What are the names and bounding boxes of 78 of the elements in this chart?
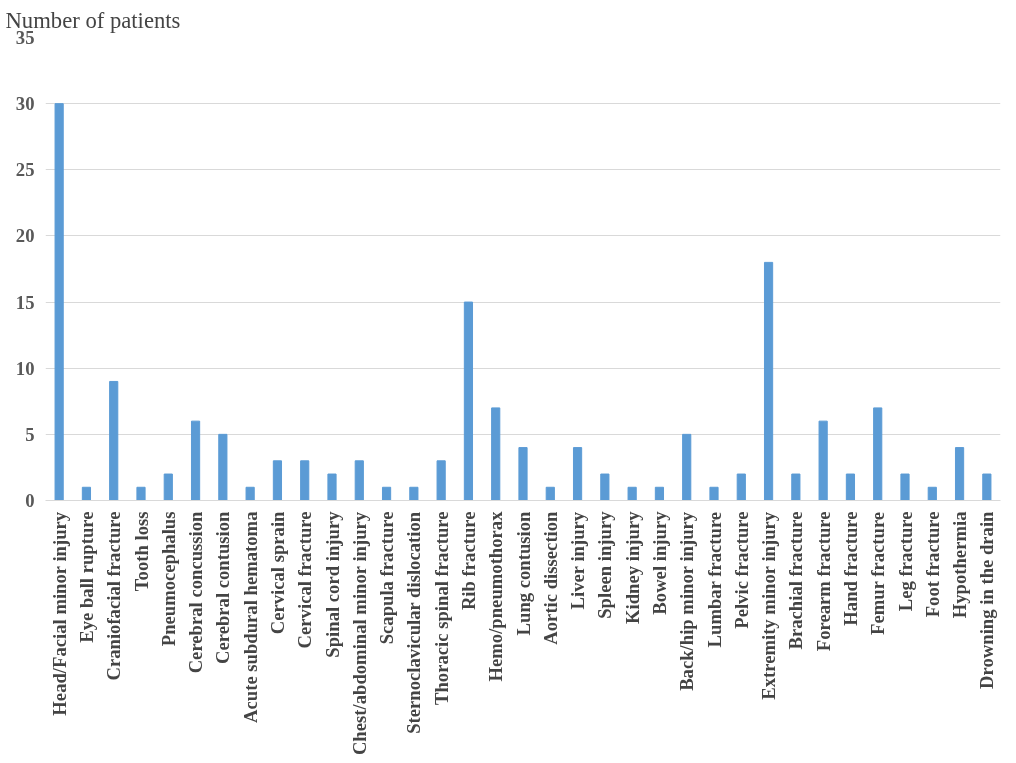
x-tick-label: Acute subdural hematoma (239, 510, 261, 723)
bar (654, 486, 665, 501)
x-tick-label: Cerebral contusion (212, 510, 234, 665)
bar (845, 473, 856, 501)
bar (600, 473, 610, 501)
bar (927, 486, 937, 501)
x-tick-label: Back/hip minor injury (676, 511, 698, 691)
bar (572, 447, 583, 501)
bar (463, 301, 474, 501)
x-tick-label: Kidney injury (621, 510, 643, 624)
x-tick-label: Eye ball rupture (75, 511, 97, 643)
bar (136, 486, 146, 501)
x-tick-label: Hypothermia (949, 510, 971, 619)
y-tick-label: 0 (25, 490, 35, 511)
bar (900, 473, 910, 501)
y-tick-label: 30 (15, 93, 35, 115)
bar (436, 460, 446, 501)
bar (300, 460, 310, 501)
bar (518, 447, 528, 501)
x-tick-label: Forearm fracture (812, 511, 834, 652)
bar (627, 486, 637, 501)
x-tick-label: Lumbar fracture (703, 511, 725, 648)
bar (354, 460, 364, 501)
x-tick-label: Hemo/pneumothorax (485, 510, 507, 682)
x-tick-label: Foot fracture (921, 511, 943, 618)
x-tick-label: Chest/abdominal minor injury (348, 511, 370, 756)
bar (736, 473, 746, 501)
bar (954, 447, 965, 501)
bar (81, 486, 92, 501)
x-tick-label: Cerebral concussion (185, 510, 207, 674)
x-tick-label: Head/Facial minor injury (48, 511, 70, 716)
bar (982, 473, 992, 501)
x-tick-label: Leg fracture (894, 511, 916, 612)
bar (218, 433, 228, 501)
bar (682, 433, 692, 501)
bar (763, 261, 774, 501)
y-tick-label: 25 (15, 159, 35, 181)
bar (272, 460, 283, 501)
x-tick-label: Craniofacial fracture (103, 511, 125, 681)
y-tick-label: 20 (15, 225, 35, 247)
x-tick-label: Aortic dissection (539, 510, 561, 645)
x-tick-label: Pelvic fracture (730, 511, 752, 629)
bar (190, 420, 201, 501)
bar (381, 486, 392, 501)
bar (163, 473, 173, 501)
bar (327, 473, 337, 501)
x-tick-label: Rib fracture (457, 511, 479, 611)
x-tick-label: Hand fracture (839, 511, 861, 626)
x-tick-label: Spleen injury (594, 510, 616, 619)
bar (818, 420, 828, 501)
x-tick-label: Thoracic spinal fracture (430, 511, 452, 705)
bar (54, 103, 64, 501)
bar (545, 486, 555, 501)
x-tick-label: Bowel injury (648, 510, 670, 615)
x-tick-label: Extremity minor injury (758, 511, 780, 700)
bar (245, 486, 255, 501)
x-tick-label: Brachial fracture (785, 511, 807, 650)
bar (791, 473, 801, 501)
x-tick-label: Cervical sprain (266, 510, 288, 635)
x-tick-label: Femur fracture (867, 511, 889, 635)
y-tick-label: 15 (15, 291, 35, 313)
y-tick-label: 5 (25, 423, 35, 445)
x-tick-label: Cervical fracture (294, 511, 316, 649)
bar (709, 486, 719, 501)
x-tick-label: Spinal cord injury (321, 510, 343, 658)
x-tick-label: Tooth loss (130, 511, 152, 592)
bar (873, 407, 883, 501)
x-tick-label: Scapula fracture (376, 511, 398, 645)
x-tick-label: Liver injury (567, 511, 589, 610)
x-tick-label: Lung contusion (512, 510, 534, 636)
bar (409, 486, 419, 501)
bar (491, 407, 501, 501)
x-tick-label: Drowning in the drain (976, 510, 998, 689)
y-tick-label: 10 (15, 357, 35, 379)
bar (109, 380, 119, 501)
y-tick-label: 35 (15, 27, 35, 48)
x-tick-label: Pneumocephalus (157, 511, 179, 647)
x-tick-label: Sternoclavicular dislocation (403, 511, 425, 734)
